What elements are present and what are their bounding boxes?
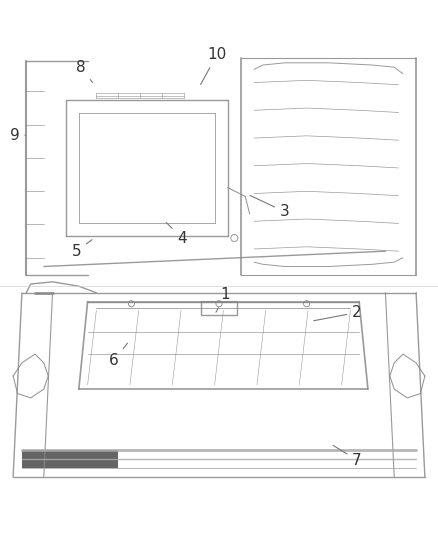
Text: 5: 5 xyxy=(72,240,92,259)
Text: 3: 3 xyxy=(250,196,290,219)
Text: 4: 4 xyxy=(166,222,187,246)
Text: 6: 6 xyxy=(109,343,127,368)
FancyBboxPatch shape xyxy=(22,450,118,468)
Text: 10: 10 xyxy=(201,47,226,85)
Text: 9: 9 xyxy=(10,127,26,143)
Text: 7: 7 xyxy=(333,446,362,467)
Text: 1: 1 xyxy=(216,287,230,312)
Text: 2: 2 xyxy=(314,305,362,321)
Text: 8: 8 xyxy=(76,60,92,83)
